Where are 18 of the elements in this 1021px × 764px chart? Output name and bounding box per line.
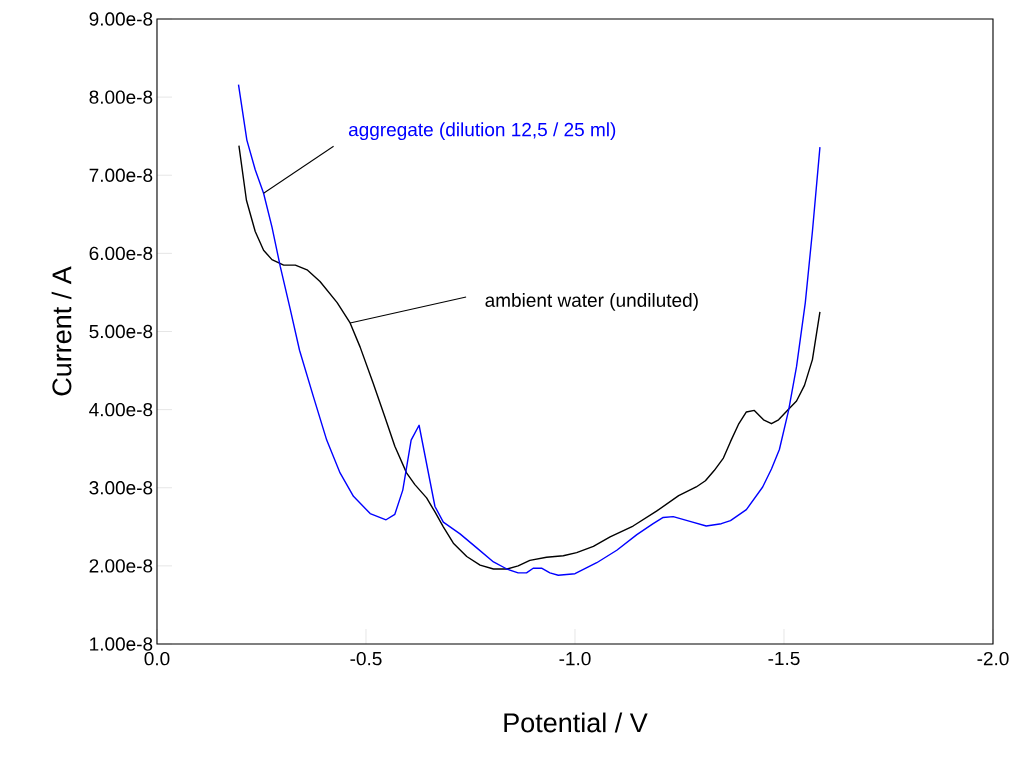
y-tick-label: 4.00e-8: [89, 402, 153, 417]
y-tick-label: 7.00e-8: [89, 168, 153, 182]
x-tick-label: -1.5: [768, 651, 800, 666]
y-tick-label: 9.00e-8: [89, 12, 153, 26]
text: aggregate (dilution 12,5 / 25 ml): [348, 122, 616, 141]
y-tick-label: 1.00e-8: [90, 637, 153, 651]
y-tick-label: 5.00e-8: [89, 324, 153, 339]
x-tick-label: -0.5: [350, 651, 382, 666]
x-axis-title: Potential / V: [504, 712, 648, 733]
y-tick-label: 3.00e-8: [89, 481, 153, 495]
x-tick-label: 0.0: [144, 651, 170, 666]
y-tick-label: 6.00e-8: [89, 246, 153, 261]
y-axis-title: Current / A: [51, 266, 72, 396]
y-tick-label: 2.00e-8: [89, 559, 153, 573]
x-tick-label: -1.0: [559, 651, 591, 666]
y-tick-label: 8.00e-8: [89, 90, 153, 104]
x-tick-label: -2.0: [977, 651, 1009, 666]
text: ambient water (undiluted): [485, 293, 698, 311]
